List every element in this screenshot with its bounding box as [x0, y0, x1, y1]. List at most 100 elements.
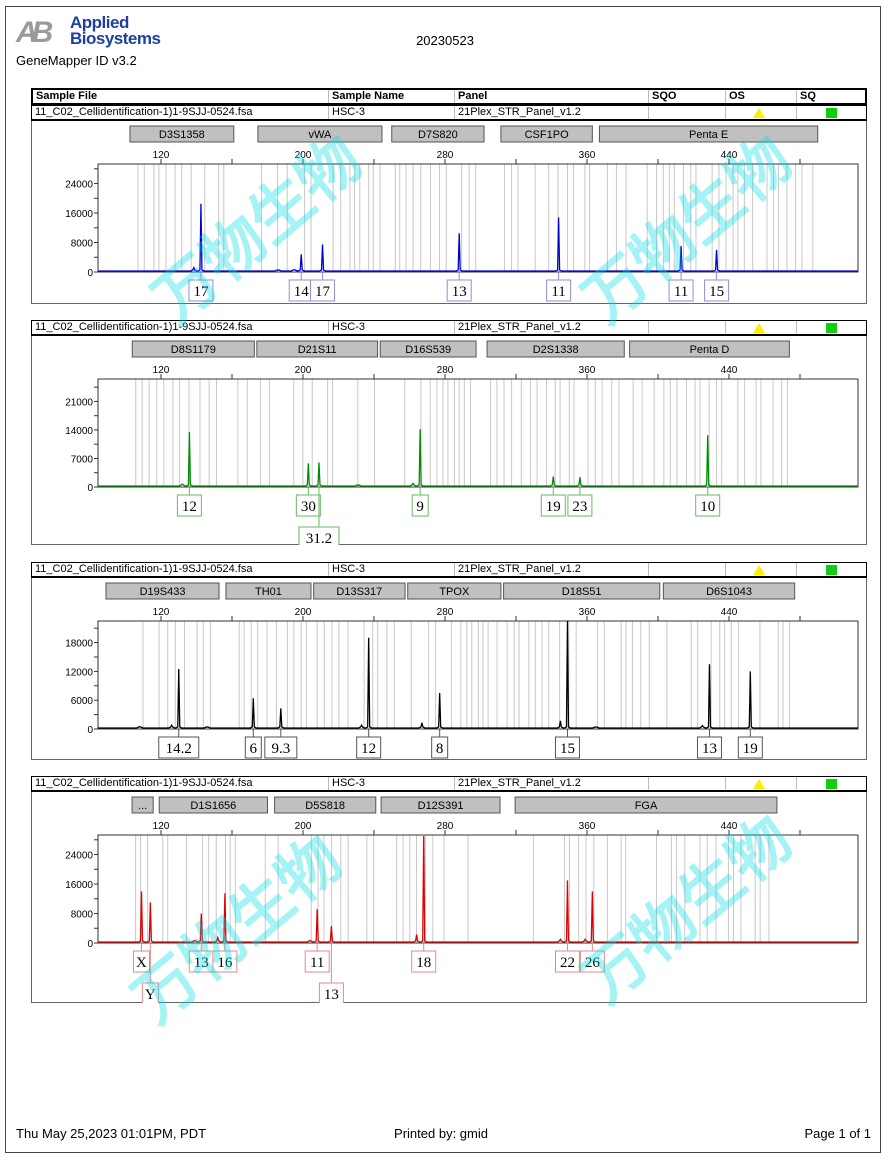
table-header: Sample File Sample Name Panel SQO OS SQ — [31, 88, 867, 105]
allele-call-box — [244, 736, 262, 759]
warning-triangle-icon — [753, 323, 765, 333]
allele-call-box — [158, 736, 200, 759]
marker-label: D3S1358 — [159, 129, 205, 141]
allele-call-box — [318, 982, 344, 1003]
y-tick-label: 24000 — [65, 180, 93, 191]
marker-label: Penta E — [689, 129, 728, 141]
marker-bar-TPOX — [407, 582, 502, 600]
marker-label: D13S317 — [336, 586, 382, 598]
y-tick-label: 21000 — [65, 397, 93, 408]
allele-call-label: 10 — [700, 499, 715, 515]
logo-line2: Biosystems — [70, 29, 161, 48]
allele-call-box — [446, 279, 472, 302]
allele-call-label: 22 — [560, 955, 575, 971]
marker-label: Penta D — [690, 344, 730, 356]
allele-call-box — [188, 279, 214, 302]
x-tick-label: 440 — [721, 821, 738, 832]
y-tick-label: 7000 — [71, 454, 94, 465]
marker-label: FGA — [635, 800, 658, 812]
x-tick-label: 200 — [295, 821, 312, 832]
allele-call-label: 16 — [217, 955, 233, 971]
x-tick-label: 200 — [295, 607, 312, 618]
sample-name: HSC-3 — [328, 777, 365, 790]
chart-svg: ... D1S1656 D5S818 D12S391 FGA 120 200 280 360 44… — [65, 796, 859, 1003]
sample-row[interactable]: 11_C02_Cellidentification-1)1-9SJJ-0524.… — [31, 562, 867, 578]
sample-row[interactable]: 11_C02_Cellidentification-1)1-9SJJ-0524.… — [31, 776, 867, 792]
x-tick-label: 440 — [721, 365, 738, 376]
sample-panel: 21Plex_STR_Panel_v1.2 — [454, 563, 581, 576]
trace-green — [98, 429, 858, 487]
marker-bar-D13S317 — [313, 582, 406, 600]
marker-label: vWA — [309, 129, 332, 141]
sq-cell — [796, 106, 866, 119]
run-name: 20230523 — [416, 33, 474, 48]
trace-blue — [98, 203, 858, 272]
marker-bar-D5S818 — [274, 796, 377, 814]
marker-bar-D7S820 — [391, 125, 485, 143]
y-tick-label: 6000 — [71, 696, 94, 707]
marker-label: TH01 — [255, 586, 282, 598]
sample-file: 11_C02_Cellidentification-1)1-9SJJ-0524.… — [35, 321, 253, 333]
marker-label: TPOX — [439, 586, 470, 598]
allele-call-box — [356, 736, 382, 759]
allele-call-box — [695, 494, 721, 517]
marker-bar-D1S1656 — [158, 796, 268, 814]
marker-label: D7S820 — [418, 129, 458, 141]
allele-call-label: Y — [145, 987, 156, 1003]
sample-row[interactable]: 11_C02_Cellidentification-1)1-9SJJ-0524.… — [31, 320, 867, 336]
sample-panel: 21Plex_STR_Panel_v1.2 — [454, 777, 581, 790]
printed-by: Printed by: gmid — [394, 1126, 488, 1141]
marker-bar-TH01 — [225, 582, 312, 600]
allele-call-box — [295, 494, 321, 517]
x-tick-label: 360 — [579, 821, 596, 832]
sample-file: 11_C02_Cellidentification-1)1-9SJJ-0524.… — [35, 106, 253, 118]
marker-label: D19S433 — [140, 586, 186, 598]
sq-cell — [796, 777, 866, 790]
allele-call-box — [704, 279, 730, 302]
x-tick-label: 360 — [579, 150, 596, 161]
allele-call-box — [141, 982, 159, 1003]
x-tick-label: 280 — [437, 821, 454, 832]
marker-label: D1S1656 — [190, 800, 236, 812]
x-tick-label: 280 — [437, 607, 454, 618]
marker-bar-D6S1043 — [662, 582, 796, 600]
marker-label: D21S11 — [298, 344, 337, 356]
os-cell — [725, 321, 796, 334]
marker-bar-CSF1PO — [500, 125, 593, 143]
sample-name: HSC-3 — [328, 563, 365, 576]
allele-call-label: 30 — [301, 499, 316, 515]
allele-call-box — [554, 736, 580, 759]
allele-call-label: 17 — [315, 284, 331, 300]
y-tick-label: 0 — [87, 939, 93, 950]
sqo-cell — [648, 777, 652, 790]
allele-call-label: 23 — [572, 499, 587, 515]
sample-row[interactable]: 11_C02_Cellidentification-1)1-9SJJ-0524.… — [31, 105, 867, 121]
sample-file: 11_C02_Cellidentification-1)1-9SJJ-0524.… — [35, 777, 253, 789]
warning-triangle-icon — [753, 108, 765, 118]
x-tick-label: 360 — [579, 365, 596, 376]
allele-call-label: 13 — [194, 955, 209, 971]
col-sample-file: Sample File — [36, 90, 98, 102]
print-date: Thu May 25,2023 01:01PM, PDT — [16, 1126, 207, 1141]
y-tick-label: 16000 — [65, 880, 93, 891]
trace-black — [98, 620, 858, 729]
allele-call-box — [212, 950, 238, 973]
col-sqo: SQO — [648, 90, 676, 103]
allele-call-label: 14 — [294, 284, 310, 300]
allele-call-box — [540, 494, 566, 517]
x-tick-label: 280 — [437, 150, 454, 161]
allele-call-box — [737, 736, 763, 759]
x-tick-label: 120 — [153, 607, 170, 618]
allele-call-label: 13 — [452, 284, 467, 300]
warning-triangle-icon — [753, 565, 765, 575]
sqo-cell — [648, 106, 652, 119]
chart-svg: D3S1358 vWA D7S820 CSF1PO Penta E 120 200 280 36… — [65, 125, 859, 302]
pass-square-icon — [826, 779, 837, 789]
sqo-cell — [648, 563, 652, 576]
marker-bar-D8S1179 — [131, 340, 255, 358]
allele-call-label: 14.2 — [166, 741, 192, 757]
marker-bar-... — [131, 796, 154, 814]
allele-call-label: 6 — [250, 741, 258, 757]
marker-bar-D12S391 — [380, 796, 501, 814]
